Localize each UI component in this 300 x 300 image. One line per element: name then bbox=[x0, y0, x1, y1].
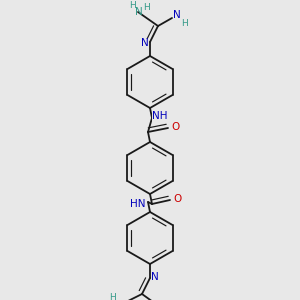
Text: HN: HN bbox=[130, 199, 146, 209]
Text: H: H bbox=[144, 2, 150, 11]
Text: O: O bbox=[171, 122, 179, 132]
Text: O: O bbox=[173, 194, 181, 204]
Text: N: N bbox=[141, 38, 149, 48]
Text: H: H bbox=[109, 292, 116, 300]
Text: N: N bbox=[151, 272, 159, 282]
Text: N: N bbox=[135, 7, 143, 17]
Text: H: H bbox=[181, 19, 188, 28]
Text: N: N bbox=[173, 10, 181, 20]
Text: NH: NH bbox=[152, 111, 168, 121]
Text: H: H bbox=[130, 1, 136, 10]
